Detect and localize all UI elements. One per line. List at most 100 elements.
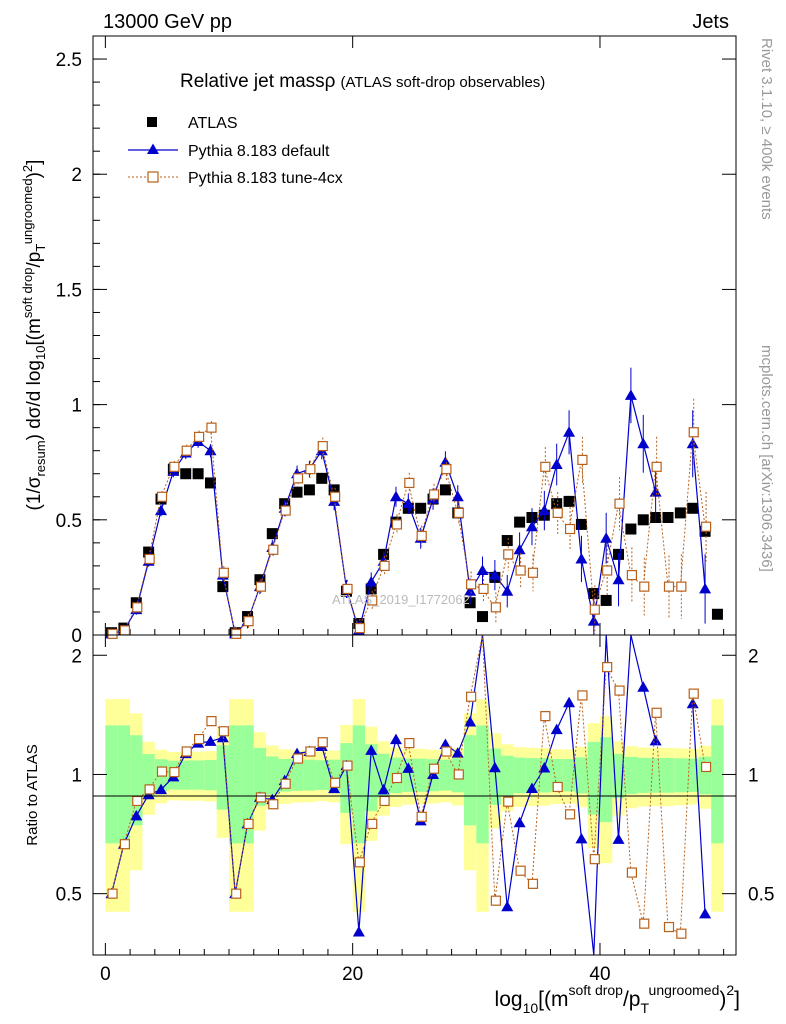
tune-point-20: [354, 622, 365, 634]
tune-point-29: [466, 579, 477, 590]
ratio-tune-point-46: [676, 928, 687, 939]
band-inner-30: [476, 725, 489, 844]
tune-point-33: [515, 565, 526, 576]
tune-point-34: [527, 567, 539, 578]
band-inner-11: [241, 725, 254, 844]
default-point-44: [649, 486, 662, 497]
default-point-31: [488, 569, 501, 580]
tune-point-21: [367, 595, 378, 606]
mcplots-label: mcplots.cern.ch [arXiv:1306.3436]: [758, 345, 775, 572]
chart-subtitle: (ATLAS soft-drop observables): [340, 74, 545, 91]
tune-point-30: [478, 583, 489, 595]
ratio-default-point-21: [365, 744, 378, 755]
ratio-tune-point-39: [589, 854, 600, 865]
legend-default-marker: [147, 143, 159, 154]
x-tick-label-1: 20: [342, 964, 363, 985]
ratio-plot-frame: [92, 634, 737, 956]
y-tick-label-3: 1.5: [56, 280, 82, 301]
atlas-point-13: [266, 528, 278, 540]
band-inner-32: [501, 755, 514, 796]
atlas-point-27: [439, 484, 451, 496]
ratio-tune-point-15: [292, 753, 304, 764]
tune-point-39: [589, 604, 600, 615]
tune-point-19: [342, 583, 353, 595]
tune-point-5: [169, 461, 180, 472]
ratio-tune-point-44: [651, 707, 662, 718]
default-point-37: [563, 426, 576, 437]
tune-point-14: [280, 505, 291, 516]
band-inner-45: [661, 757, 675, 793]
ratio-default-point-28: [451, 747, 464, 758]
band-inner-47: [686, 758, 699, 792]
band-inner-13: [266, 756, 279, 795]
band-inner-27: [439, 759, 452, 791]
atlas-point-39: [588, 588, 600, 600]
ratio-tune-point-21: [367, 818, 378, 830]
band-inner-20: [352, 725, 366, 844]
x-axis-label: log10[(msoft drop/pTungroomed)2]: [495, 982, 740, 1016]
tune-point-16: [305, 464, 316, 475]
band-inner-10: [229, 725, 242, 844]
atlas-point-47: [687, 502, 699, 514]
tune-point-1: [119, 625, 131, 636]
ratio-default-point-27: [439, 738, 452, 749]
atlas-point-40: [600, 594, 612, 606]
default-point-43: [637, 437, 650, 449]
ratio-tick-label-left-2: 2: [71, 646, 82, 667]
ratio-tune-point-19: [342, 760, 353, 771]
legend-tune-label: Pythia 8.183 tune-4cx: [188, 170, 343, 187]
band-inner-17: [315, 760, 328, 790]
atlas-point-49: [711, 608, 723, 620]
default-point-47: [686, 437, 699, 449]
ratio-default-point-4: [155, 783, 168, 795]
ratio-tune-point-35: [540, 711, 551, 722]
legend-atlas-marker: [147, 117, 157, 127]
x-tick-label-0: 0: [100, 964, 111, 985]
atlas-point-37: [563, 495, 575, 507]
ratio-default-point-29: [464, 715, 477, 727]
ratio-tune-point-5: [169, 766, 180, 778]
ratio-tune-point-11: [243, 818, 254, 830]
band-inner-42: [624, 756, 638, 794]
y-tick-label-5: 2.5: [56, 50, 82, 71]
default-point-39: [587, 615, 600, 626]
y-axis-label: (1/σresum) dσ/d log10[(msoft drop/pTungr…: [20, 160, 48, 511]
ratio-y-label: Ratio to ATLAS: [24, 744, 41, 845]
chart-title-main: Relative jet massρ: [180, 71, 336, 92]
band-inner-25: [414, 758, 427, 792]
axes-ticks: 0 20 40 0 0.5 1 1.5 2 2.5 0.5 0.5 1 1 2 2: [56, 36, 774, 985]
band-inner-1: [117, 725, 131, 844]
ratio-tune-point-36: [552, 781, 563, 793]
tune-point-46: [676, 581, 687, 592]
atlas-point-33: [514, 516, 526, 528]
tune-point-11: [243, 616, 254, 627]
ratio-tune-point-29: [466, 691, 477, 702]
ratio-default-point-20: [352, 926, 365, 937]
ratio-tune-point-33: [515, 865, 526, 876]
tune-point-28: [453, 507, 464, 518]
energy-label: 13000 GeV pp: [103, 11, 232, 33]
ratio-default-point-35: [538, 761, 551, 773]
ratio-tune-point-22: [379, 795, 390, 807]
ratio-tune-point-34: [527, 878, 539, 889]
ratio-default-point-44: [649, 734, 662, 746]
atlas-point-15: [291, 486, 303, 498]
ratio-tune-point-9: [218, 726, 229, 737]
ratio-tick-label-left-0: 0.5: [56, 885, 82, 906]
ratio-tune-point-6: [181, 746, 192, 757]
ratio-tune-point-38: [577, 690, 588, 701]
ratio-default-point-38: [575, 832, 588, 844]
legend-atlas-label: ATLAS: [188, 115, 238, 132]
atlas-point-38: [575, 518, 587, 530]
ratio-tune-point-37: [564, 809, 576, 820]
ratio-tune-point-48: [700, 761, 712, 773]
ratio-tune-point-27: [441, 746, 452, 757]
ratio-tune-point-1: [119, 839, 131, 850]
ratio-tick-label-right-1: 1: [748, 765, 759, 786]
atlas-point-8: [204, 477, 216, 489]
band-inner-35: [538, 758, 551, 793]
ratio-tune-point-17: [317, 737, 328, 748]
band-inner-6: [179, 760, 192, 790]
band-inner-16: [303, 759, 316, 791]
ratio-tune-point-18: [330, 777, 341, 788]
